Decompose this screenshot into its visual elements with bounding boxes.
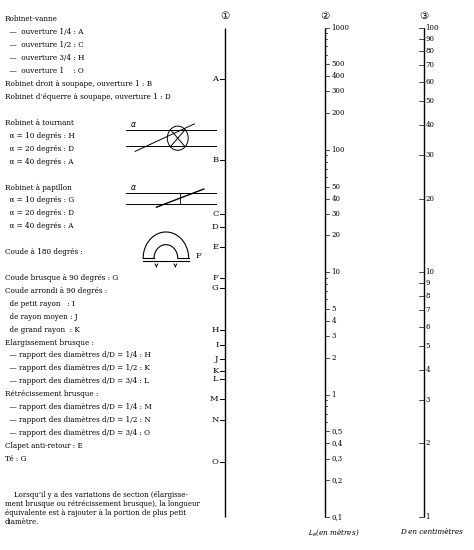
Text: — rapport des diamètres d/D = 1/2 : N: — rapport des diamètres d/D = 1/2 : N [5, 416, 150, 424]
Text: — rapport des diamètres d/D = 3/4 : L: — rapport des diamètres d/D = 3/4 : L [5, 377, 149, 386]
Text: de petit rayon   : I: de petit rayon : I [5, 300, 75, 308]
Text: 3: 3 [426, 396, 430, 404]
Text: J: J [215, 355, 219, 364]
Text: 10: 10 [331, 268, 340, 276]
Text: 200: 200 [331, 109, 345, 117]
Text: G: G [212, 284, 219, 292]
Text: Robinet-vanne: Robinet-vanne [5, 15, 58, 24]
Text: Elargissement brusque :: Elargissement brusque : [5, 339, 94, 346]
Text: 1: 1 [426, 513, 430, 521]
Text: Coude brusque à 90 degrés : G: Coude brusque à 90 degrés : G [5, 274, 118, 282]
Text: — rapport des diamètres d/D = 3/4 : O: — rapport des diamètres d/D = 3/4 : O [5, 429, 150, 437]
Text: O: O [211, 458, 219, 466]
Text: 30: 30 [426, 151, 435, 159]
Text: 30: 30 [331, 210, 340, 218]
Text: F: F [213, 274, 219, 282]
Text: 90: 90 [426, 35, 435, 43]
Text: —  ouverture 3/4 : H: — ouverture 3/4 : H [5, 54, 84, 62]
Text: —  ouverture 1    : O: — ouverture 1 : O [5, 67, 83, 75]
Text: 20: 20 [426, 195, 435, 202]
Text: —  ouverture 1/4 : A: — ouverture 1/4 : A [5, 29, 83, 36]
Text: Coude à 180 degrés :: Coude à 180 degrés : [5, 248, 82, 256]
Text: K: K [212, 367, 219, 375]
Text: H: H [211, 326, 219, 334]
Text: — rapport des diamètres d/D = 1/4 : H: — rapport des diamètres d/D = 1/4 : H [5, 351, 151, 360]
Text: α = 40 degrés : A: α = 40 degrés : A [5, 222, 73, 230]
Text: N: N [211, 416, 219, 424]
Text: C: C [212, 211, 219, 218]
Text: Té : G: Té : G [5, 455, 26, 463]
Text: 5: 5 [426, 342, 430, 350]
Text: 0,3: 0,3 [331, 455, 342, 463]
Text: 40: 40 [331, 195, 340, 202]
Text: 100: 100 [331, 146, 345, 154]
Text: Robinet d’équerre à soupape, ouverture 1 : D: Robinet d’équerre à soupape, ouverture 1… [5, 93, 170, 101]
Text: α = 20 degrés : D: α = 20 degrés : D [5, 145, 74, 153]
Text: 0,5: 0,5 [331, 427, 343, 436]
Text: 8: 8 [426, 292, 430, 300]
Text: $\alpha$: $\alpha$ [130, 183, 137, 192]
Text: α = 10 degrés : G: α = 10 degrés : G [5, 196, 74, 205]
Text: 6: 6 [426, 322, 430, 331]
Text: M: M [210, 394, 219, 403]
Text: E: E [212, 243, 219, 251]
Text: ③: ③ [419, 11, 429, 21]
Text: 1000: 1000 [331, 24, 349, 31]
Text: L: L [213, 375, 219, 383]
Text: de grand rayon  : K: de grand rayon : K [5, 326, 80, 334]
Text: 2: 2 [426, 439, 430, 447]
Text: 3: 3 [331, 332, 336, 340]
Text: I: I [215, 340, 219, 349]
Text: ②: ② [320, 11, 329, 21]
Text: 70: 70 [426, 62, 435, 69]
Text: 0,4: 0,4 [331, 439, 343, 447]
Text: 9: 9 [426, 279, 430, 288]
Text: B: B [212, 156, 219, 164]
Text: F: F [196, 252, 201, 260]
Text: 100: 100 [426, 24, 439, 31]
Text: — rapport des diamètres d/D = 1/4 : M: — rapport des diamètres d/D = 1/4 : M [5, 403, 152, 411]
Text: —  ouverture 1/2 : C: — ouverture 1/2 : C [5, 41, 83, 50]
Text: Rétrécissement brusque :: Rétrécissement brusque : [5, 390, 98, 398]
Text: 500: 500 [331, 60, 345, 68]
Text: 10: 10 [426, 268, 435, 276]
Text: — rapport des diamètres d/D = 1/2 : K: — rapport des diamètres d/D = 1/2 : K [5, 364, 150, 372]
Text: 5: 5 [331, 305, 336, 313]
Text: 0,2: 0,2 [331, 476, 343, 484]
Text: 50: 50 [331, 183, 340, 191]
Text: 4: 4 [426, 366, 430, 373]
Text: 4: 4 [331, 317, 336, 325]
Text: 40: 40 [426, 121, 435, 129]
Text: ①: ① [220, 11, 230, 21]
Text: D en centimètres: D en centimètres [400, 528, 463, 536]
Text: A: A [212, 75, 219, 83]
Text: de rayon moyen : J: de rayon moyen : J [5, 312, 77, 321]
Text: 50: 50 [426, 97, 435, 105]
Text: 400: 400 [331, 72, 345, 80]
Text: Robinet à tournant: Robinet à tournant [5, 119, 73, 127]
Text: Robinet droit à soupape, ouverture 1 : B: Robinet droit à soupape, ouverture 1 : B [5, 80, 152, 88]
Text: α = 10 degrés : H: α = 10 degrés : H [5, 132, 74, 140]
Text: Lorsqu’il y a des variations de section (élargisse-
ment brusque ou rétrécisseme: Lorsqu’il y a des variations de section … [5, 491, 200, 526]
Text: 2: 2 [331, 354, 336, 362]
Text: α = 40 degrés : A: α = 40 degrés : A [5, 157, 73, 166]
Text: $\alpha$: $\alpha$ [130, 120, 137, 129]
Text: Robinet à papillon: Robinet à papillon [5, 184, 72, 191]
Text: $L_e$(en mètres): $L_e$(en mètres) [309, 528, 360, 538]
Text: 20: 20 [331, 232, 340, 239]
Text: α = 20 degrés : D: α = 20 degrés : D [5, 210, 74, 217]
Text: 60: 60 [426, 78, 435, 86]
Text: 1: 1 [331, 390, 336, 399]
Text: 0,1: 0,1 [331, 513, 343, 521]
Text: D: D [212, 223, 219, 231]
Text: 300: 300 [331, 87, 345, 96]
Text: Clapet anti-retour : E: Clapet anti-retour : E [5, 442, 82, 450]
Text: 7: 7 [426, 306, 430, 314]
Text: 80: 80 [426, 47, 435, 55]
Text: Coude arrondi à 90 degrés :: Coude arrondi à 90 degrés : [5, 287, 107, 295]
